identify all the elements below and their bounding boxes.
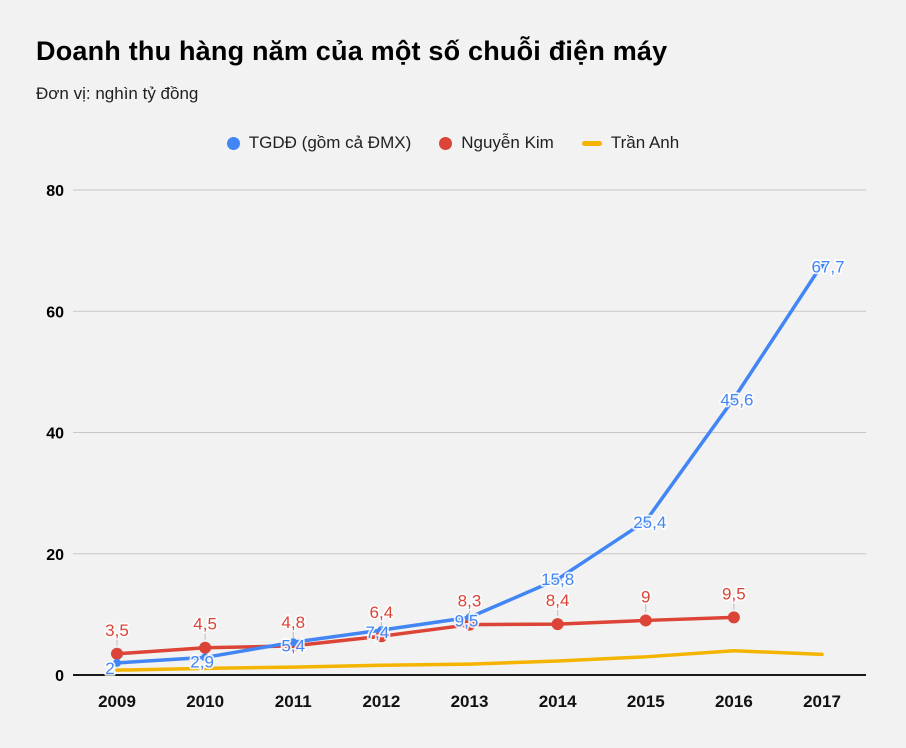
data-point	[201, 653, 210, 662]
data-point-label: 2	[105, 659, 114, 678]
data-point-label: 9	[641, 587, 650, 606]
y-tick-label: 40	[46, 426, 64, 443]
data-point	[199, 641, 212, 654]
data-point-label: 25,4	[633, 513, 666, 532]
data-point-label: 67,7	[811, 258, 844, 277]
legend-dash-marker-icon	[581, 140, 602, 146]
legend-item-nguyen-kim: Nguyễn Kim	[439, 133, 554, 153]
data-point	[818, 260, 826, 269]
data-point	[641, 517, 650, 526]
data-point	[729, 394, 738, 403]
legend-label-tgdd: TGDĐ (gồm cả ĐMX)	[248, 133, 412, 152]
data-point-label: 7,4	[366, 623, 390, 642]
data-point-label: 4,5	[193, 615, 217, 634]
data-point-label: 15,8	[541, 570, 574, 589]
legend-item-tgdd: TGDĐ (gồm cả ĐMX)	[226, 133, 412, 153]
data-point	[465, 613, 474, 622]
data-point-label: 9,5	[722, 584, 746, 603]
data-point-label: 8,4	[546, 591, 570, 610]
data-point	[551, 618, 564, 631]
data-point	[113, 658, 121, 667]
data-point	[289, 638, 298, 647]
y-tick-label: 20	[46, 547, 64, 564]
x-tick-label: 2013	[451, 692, 489, 711]
chart-subtitle: Đơn vị: nghìn tỷ đồng	[36, 84, 199, 103]
data-point	[639, 614, 652, 627]
data-point	[377, 626, 386, 635]
data-point-label: 8,3	[458, 592, 482, 611]
data-point	[375, 630, 388, 643]
x-tick-label: 2014	[539, 692, 577, 711]
legend-item-tran-anh: Trần Anh	[581, 133, 680, 153]
legend-label-tran-anh: Trần Anh	[610, 133, 680, 152]
data-point	[463, 618, 476, 631]
y-tick-label: 0	[55, 668, 64, 685]
data-point-label: 6,4	[370, 603, 394, 622]
legend-circle-marker-icon	[439, 136, 453, 150]
data-point	[553, 575, 562, 584]
legend: TGDĐ (gồm cả ĐMX) Nguyễn Kim Trần Anh	[0, 133, 906, 153]
series-line-2	[115, 649, 824, 672]
data-point-label: 4,8	[281, 613, 305, 632]
data-point-label: 2,9	[190, 652, 214, 671]
x-tick-label: 2011	[275, 692, 312, 711]
x-tick-label: 2009	[98, 692, 136, 711]
x-tick-label: 2015	[627, 692, 665, 711]
data-point-label: 3,5	[105, 621, 129, 640]
x-tick-label: 2016	[715, 692, 753, 711]
x-tick-label: 2012	[362, 692, 400, 711]
y-tick-label: 80	[46, 183, 64, 200]
legend-circle-marker-icon	[226, 136, 240, 150]
chart-title: Doanh thu hàng năm của một số chuỗi điện…	[36, 36, 668, 66]
data-point-label: 45,6	[720, 391, 753, 410]
y-tick-label: 60	[46, 304, 64, 321]
data-point-label: 9,5	[455, 611, 479, 630]
x-tick-label: 2017	[803, 692, 841, 711]
data-point	[111, 647, 123, 660]
x-tick-label: 2010	[186, 692, 224, 711]
legend-label-nguyen-kim: Nguyễn Kim	[461, 133, 554, 152]
data-point-label: 5,4	[281, 636, 305, 655]
series-line-1	[115, 615, 736, 656]
data-point	[727, 611, 740, 624]
